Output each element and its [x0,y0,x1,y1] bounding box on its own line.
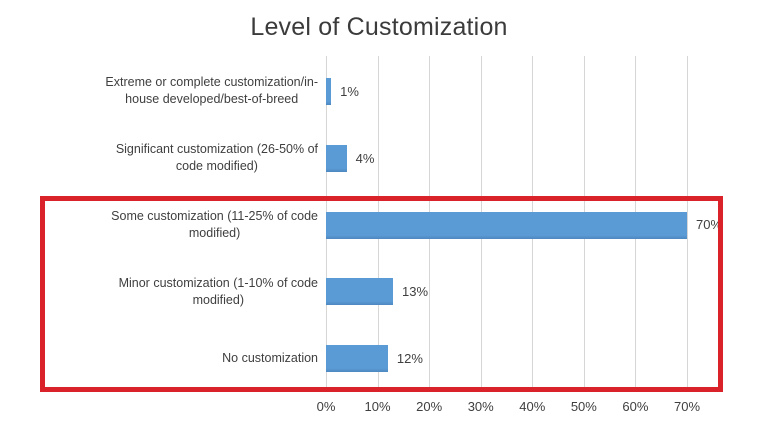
gridline [687,56,688,392]
category-label: Extreme or complete customization/in- ho… [36,58,318,125]
category-label-text: Minor customization (1-10% of code modif… [118,275,318,307]
x-axis-tick-label: 10% [364,399,391,414]
bar [326,345,388,373]
highlight-box [40,196,723,392]
data-label: 70% [696,217,723,233]
x-axis-tick-label: 30% [467,399,494,414]
category-label: No customization [36,325,318,392]
x-axis-tick-label: 0% [316,399,336,414]
x-axis-tick-label: 40% [519,399,546,414]
x-axis-tick-label: 70% [673,399,701,414]
bar [326,278,394,306]
x-axis-tick-label: 60% [622,399,649,414]
category-label: Significant customization (26-50% of cod… [36,125,318,192]
bar [326,77,332,105]
category-label-text: Significant customization (26-50% of cod… [115,142,318,174]
data-label: 1% [340,83,359,99]
data-label: 12% [396,351,423,367]
data-label: 13% [402,284,429,300]
category-label: Minor customization (1-10% of code modif… [36,258,318,325]
bar [326,211,687,239]
category-label: Some customization (11-25% of code modif… [36,192,318,259]
category-label-text: No customization [222,351,318,366]
category-label-text: Extreme or complete customization/in- ho… [105,75,318,107]
chart-title: Level of Customization [250,13,508,41]
x-axis-tick-label: 50% [570,399,597,414]
bar [326,144,347,172]
x-axis-tick-label: 20% [416,399,443,414]
data-label: 4% [355,150,375,166]
category-label-text: Some customization (11-25% of code modif… [111,208,318,240]
